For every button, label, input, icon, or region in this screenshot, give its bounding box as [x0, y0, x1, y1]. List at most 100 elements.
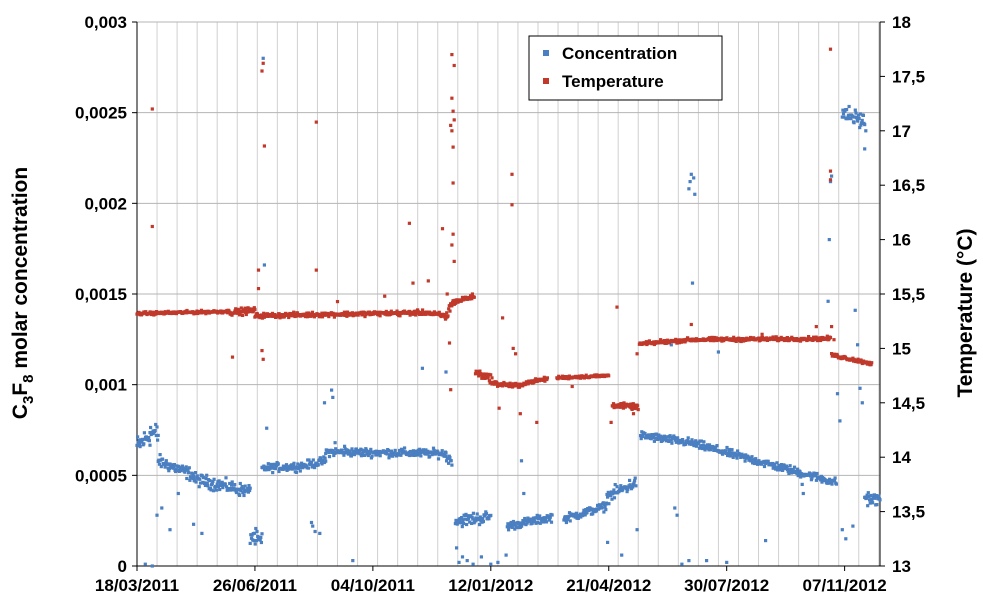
- data-point: [702, 440, 706, 444]
- data-point: [775, 336, 779, 340]
- data-point: [324, 459, 328, 463]
- data-point-outlier: [444, 370, 448, 374]
- data-point: [436, 457, 441, 461]
- data-point-outlier: [693, 192, 697, 196]
- data-point: [203, 483, 207, 487]
- data-point: [861, 113, 865, 117]
- legend: Concentration Temperature: [528, 35, 723, 101]
- data-point: [418, 447, 422, 451]
- y-left-axis-title: C3F8 molar concentration: [9, 167, 37, 419]
- data-point: [602, 510, 606, 514]
- data-point: [465, 522, 469, 527]
- data-point: [461, 519, 465, 523]
- data-point: [219, 309, 223, 313]
- data-point: [345, 314, 349, 318]
- data-point: [276, 314, 280, 318]
- data-point: [464, 512, 468, 516]
- data-point: [752, 461, 757, 466]
- data-point-outlier: [261, 61, 265, 65]
- data-point: [597, 507, 601, 511]
- data-point: [582, 510, 587, 514]
- data-point-outlier: [764, 539, 768, 543]
- data-point-outlier: [669, 343, 673, 347]
- data-point: [428, 454, 432, 458]
- data-point: [475, 512, 479, 516]
- data-point-outlier: [150, 107, 154, 111]
- data-point: [283, 466, 287, 470]
- data-point: [386, 449, 390, 453]
- data-point: [694, 439, 698, 443]
- data-point: [187, 466, 191, 470]
- data-point: [726, 453, 730, 458]
- data-point: [550, 513, 554, 517]
- data-point-outlier: [318, 531, 322, 535]
- data-point: [537, 516, 541, 520]
- data-point: [762, 464, 767, 469]
- data-point: [472, 295, 476, 299]
- data-point: [826, 479, 830, 483]
- data-point: [483, 376, 487, 380]
- data-point-outlier: [519, 459, 524, 463]
- data-point: [562, 518, 566, 522]
- data-point: [866, 491, 870, 495]
- data-point: [609, 490, 613, 494]
- data-point: [244, 312, 248, 317]
- data-point: [165, 463, 170, 467]
- data-point: [814, 335, 818, 339]
- data-point-outlier: [705, 559, 709, 563]
- data-point: [353, 451, 357, 456]
- data-point-outlier: [510, 203, 514, 207]
- data-point: [436, 450, 440, 454]
- data-point: [203, 481, 207, 485]
- data-point: [868, 498, 872, 502]
- data-point: [531, 520, 535, 524]
- data-point: [871, 496, 875, 500]
- data-point: [332, 453, 336, 458]
- data-point: [484, 510, 488, 514]
- data-point: [277, 469, 281, 474]
- data-point: [785, 336, 789, 340]
- data-point: [226, 311, 230, 315]
- data-point: [814, 474, 818, 478]
- data-point: [167, 469, 171, 473]
- data-point-outlier: [860, 401, 864, 405]
- data-point: [701, 443, 705, 447]
- data-point: [828, 481, 832, 485]
- data-point: [177, 464, 181, 468]
- data-point: [742, 456, 747, 460]
- data-point: [538, 521, 542, 525]
- data-point: [841, 112, 846, 116]
- data-point: [414, 449, 419, 453]
- data-point: [779, 467, 783, 471]
- data-point: [632, 481, 636, 485]
- data-point: [350, 447, 354, 451]
- data-point: [191, 472, 195, 476]
- data-point: [198, 481, 203, 485]
- data-point: [534, 377, 538, 381]
- data-point: [215, 488, 219, 492]
- data-point: [268, 467, 272, 471]
- data-point: [533, 519, 537, 523]
- data-point: [750, 455, 754, 459]
- data-point: [548, 518, 552, 522]
- data-point: [450, 304, 454, 308]
- data-point: [508, 381, 512, 385]
- data-point: [687, 442, 692, 446]
- data-point: [248, 486, 252, 490]
- data-point: [217, 479, 221, 483]
- data-point-outlier: [680, 562, 684, 566]
- data-point: [621, 406, 625, 410]
- data-point-outlier: [689, 172, 693, 176]
- data-point: [490, 376, 494, 380]
- data-point: [240, 310, 244, 314]
- data-point: [461, 521, 466, 526]
- data-point: [694, 444, 698, 448]
- data-point: [460, 295, 465, 299]
- y-left-tick-label: 0,0015: [75, 285, 127, 304]
- y-right-tick-label: 14: [892, 448, 911, 467]
- data-point: [576, 516, 580, 520]
- x-tick-label: 21/04/2012: [566, 576, 651, 595]
- data-point: [152, 431, 156, 435]
- data-point: [851, 115, 855, 119]
- x-tick-label: 26/06/2011: [213, 576, 297, 595]
